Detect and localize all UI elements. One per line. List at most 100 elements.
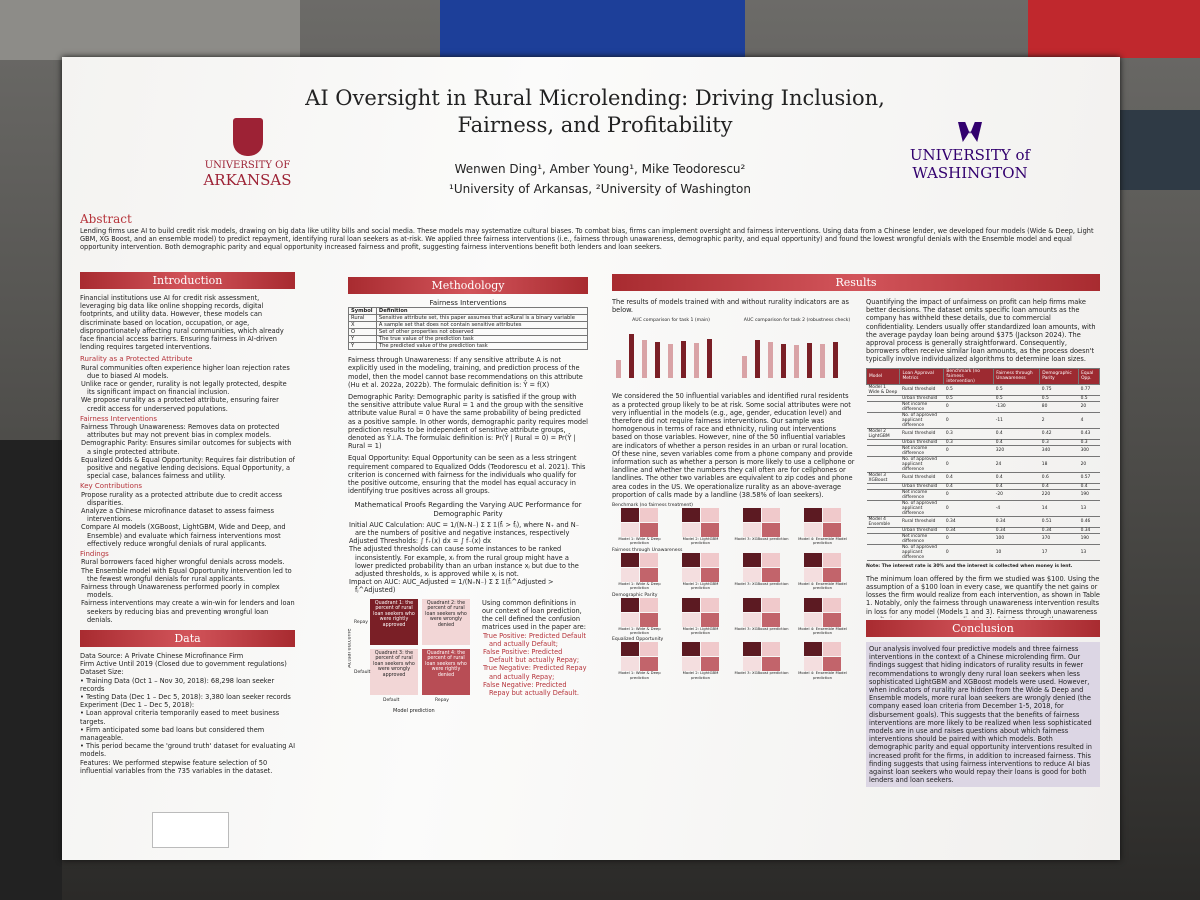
table-cell: 0.4 [993, 483, 1040, 490]
heatmap-cell [682, 597, 700, 612]
table-cell: Net income difference [899, 401, 944, 413]
heatmap-cell [640, 657, 658, 672]
bar [655, 342, 660, 379]
logo-text: ARKANSAS [203, 171, 292, 189]
table-cell: 0.4 [1078, 483, 1100, 490]
paragraph: Quantifying the impact of unfairness on … [866, 298, 1096, 364]
table-row: Ŷ The predicted value of the prediction t… [348, 342, 588, 351]
heatmap-grid [612, 597, 667, 627]
bullet: Propose rurality as a protected attribut… [81, 490, 283, 507]
section-heading: Data [80, 629, 295, 647]
bullet: Analyze a Chinese microfinance dataset t… [81, 507, 275, 524]
heatmap-grid [734, 508, 789, 538]
table-cell: 20 [1078, 456, 1100, 473]
bullet: Compare AI models (XGBoost, LightGBM, Wi… [81, 523, 286, 548]
heatmap-caption: Model 1: Wide & Deep prediction [618, 625, 661, 636]
window-wall [0, 0, 300, 60]
heatmap-caption: Model 3: XGBoost prediction [734, 580, 789, 586]
bullet: True Negative: Predicted Repay and actua… [483, 664, 587, 681]
methodology-column: Methodology Fairness Interventions Symbol D… [348, 275, 588, 805]
heatmap-caption: Model 3: XGBoost prediction [734, 670, 789, 676]
heatmap-cell [743, 642, 761, 657]
table-cell: No. of approved applicant difference [899, 456, 944, 473]
quadrant: Quadrant 2: the percent of rural loan se… [422, 598, 470, 645]
table-header: Loan Approval Metrics [899, 367, 945, 385]
subheading: Findings [80, 550, 109, 559]
logo-text: WASHINGTON [912, 164, 1028, 182]
table-cell [866, 439, 900, 446]
heatmap-caption: Model 2: LightGBM prediction [682, 625, 719, 636]
table-cell: 0.4 [1039, 483, 1079, 490]
table-cell: 14 [1039, 500, 1079, 517]
table-cell: 100 [993, 533, 1040, 545]
table-row: Urban threshold 0.34 0.34 0.34 0.34 [866, 527, 1100, 534]
bullet: True Positive: Predicted Default and act… [483, 631, 586, 648]
table-header: Symbol [348, 307, 377, 316]
table-cell: 0.57 [1078, 472, 1100, 484]
left-column: Introduction Financial institutions use A… [80, 270, 295, 810]
bullet: False Negative: Predicted Repay but actu… [483, 680, 579, 697]
data-line: Experiment (Dec 1 – Dec 5, 2018): [80, 701, 195, 710]
table-cell: The predicted value of the prediction ta… [375, 342, 588, 351]
heatmap-cell [701, 657, 719, 672]
heatmap: Model 2: LightGBM prediction [673, 552, 728, 591]
bullet: Initial AUC Calculation: AUC = 1/(N₊N₋) … [349, 520, 580, 538]
table-cell: Urban threshold [899, 439, 944, 446]
heatmap-cell [823, 552, 841, 567]
heatmap: Model 1: Wide & Deep prediction [612, 508, 667, 546]
data-line: • Testing Data (Dec 1 – Dec 5, 2018): 3,… [80, 692, 291, 701]
heatmap-caption: Model 4: Ensemble Model prediction [798, 536, 847, 546]
heatmap-cell [762, 552, 780, 567]
heatmap-cell [762, 597, 780, 612]
table-cell: 80 [1039, 401, 1079, 413]
heatmap-cell [682, 523, 700, 538]
bar [781, 344, 786, 379]
table-row: Rural Sensitive attribute set, this paper… [348, 314, 588, 323]
table-note: Note: The interest rate is 30% and the i… [866, 563, 1073, 569]
table-cell: X [348, 321, 377, 330]
heatmap-cell [762, 642, 780, 657]
abstract: Abstract Lending firms use AI to build cr… [80, 212, 1100, 270]
heatmap-cell [682, 612, 700, 627]
table-cell: 18 [1039, 456, 1079, 473]
table-cell: 0.34 [1039, 527, 1079, 534]
table-cell: Net income difference [899, 445, 944, 457]
bar [707, 339, 712, 379]
table-row: Urban threshold 0.4 0.4 0.4 0.4 [866, 483, 1100, 490]
table-cell: 0.3 [1039, 439, 1079, 446]
heatmap-caption: Model 4: Ensemble Model prediction [798, 580, 847, 591]
table-cell: 0 [943, 500, 994, 517]
table-cell: Model 1 Wide & Deep [866, 384, 900, 396]
paragraph: Financial institutions use AI for credit… [80, 294, 284, 352]
heatmap: Model 4: Ensemble Model prediction [795, 552, 850, 591]
heatmap: Model 3: XGBoost prediction [734, 597, 789, 636]
table-cell: 0.5 [943, 384, 994, 396]
bar [768, 342, 773, 379]
table-header: Model [866, 367, 901, 385]
heatmap-cell [621, 642, 639, 657]
table-title: Fairness Interventions [429, 299, 507, 307]
quadrant: Quadrant 1: the percent of rural loan se… [370, 598, 418, 645]
heatmap-cell [804, 523, 822, 538]
heatmap-cell [621, 612, 639, 627]
table-cell: 220 [1039, 489, 1079, 501]
data-line: • Firm anticipated some bad loans but co… [80, 725, 265, 742]
heatmap-cell [804, 552, 822, 567]
table-row: No. of approved applicant difference 0 -11… [866, 412, 1100, 429]
table-cell: -11 [993, 412, 1040, 429]
heatmap: Model 4: Ensemble Model prediction [795, 508, 850, 546]
table-row: Y The true value of the prediction task [348, 335, 588, 344]
table-cell: 0.4 [993, 428, 1040, 440]
heatmap-row: Model 1: Wide & Deep prediction Model 2: … [612, 508, 856, 546]
heatmap-grid [612, 552, 667, 582]
profit-table: Model Loan Approval Metrics Benchmark (no … [866, 367, 1100, 561]
heatmap-cell [804, 508, 822, 523]
heatmap-cell [701, 597, 719, 612]
heatmap-cell [640, 552, 658, 567]
table-cell: Ŷ [348, 342, 377, 351]
heatmap-cell [640, 642, 658, 657]
affiliations: ¹University of Arkansas, ²University of … [449, 182, 751, 196]
table-cell: 0.3 [943, 439, 994, 446]
blue-banner [440, 0, 745, 58]
